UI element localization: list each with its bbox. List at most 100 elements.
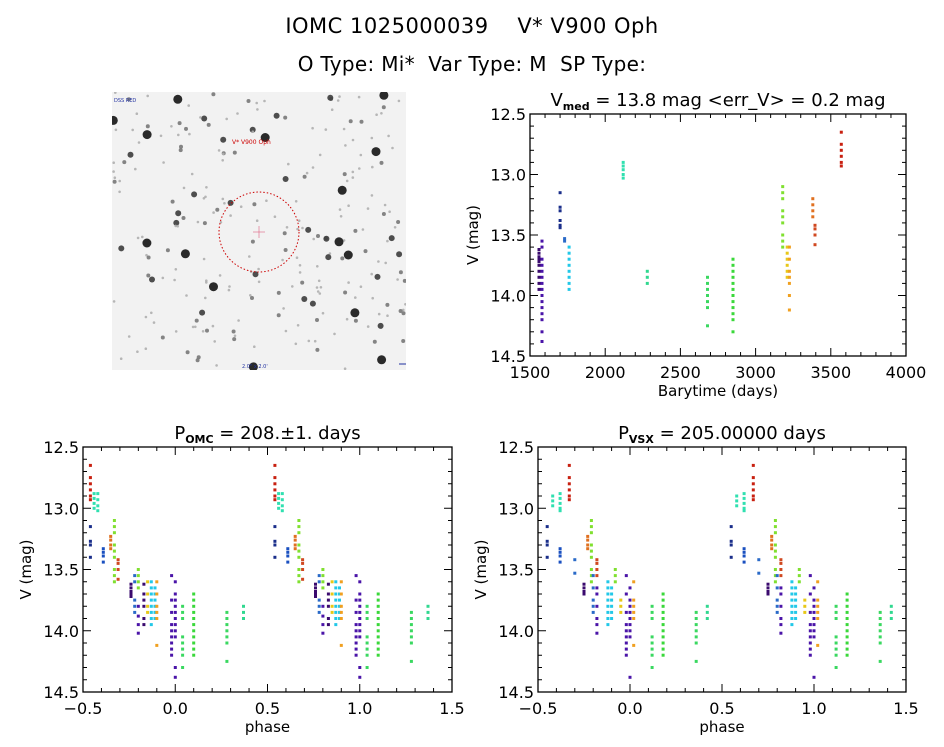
- data-point: [354, 623, 358, 627]
- data-point: [101, 560, 105, 564]
- data-point: [794, 610, 798, 614]
- x-tick-label: 0.5: [255, 699, 280, 718]
- data-point: [766, 592, 770, 596]
- data-point: [779, 604, 783, 608]
- data-point: [301, 577, 305, 581]
- data-point: [170, 574, 174, 578]
- data-point: [589, 580, 593, 584]
- star: [401, 311, 406, 316]
- star: [145, 124, 150, 129]
- data-point: [845, 592, 849, 596]
- star: [204, 296, 207, 300]
- data-point: [173, 666, 177, 669]
- star: [343, 367, 347, 370]
- data-point: [112, 580, 116, 584]
- data-point: [661, 604, 665, 608]
- star: [298, 264, 302, 267]
- data-point: [101, 547, 105, 551]
- data-point: [731, 275, 735, 279]
- data-point: [797, 568, 801, 571]
- star: [334, 237, 344, 247]
- data-point: [632, 580, 636, 584]
- data-point: [624, 574, 628, 578]
- data-point: [136, 580, 140, 584]
- data-point: [567, 488, 571, 492]
- star: [347, 204, 350, 207]
- data-point: [146, 592, 150, 596]
- data-point: [731, 312, 735, 316]
- data-point: [586, 538, 590, 542]
- data-point: [301, 558, 305, 562]
- target-circle: [218, 191, 300, 273]
- star: [313, 339, 317, 343]
- data-point: [242, 610, 245, 614]
- data-point: [731, 318, 735, 322]
- data-point: [790, 598, 794, 602]
- star: [338, 95, 341, 98]
- data-point: [567, 494, 571, 498]
- star: [359, 153, 363, 157]
- star: [282, 307, 285, 310]
- data-point: [845, 653, 849, 657]
- data-point: [586, 543, 590, 547]
- data-point: [812, 623, 816, 627]
- x-axis-label: phase: [699, 718, 744, 736]
- x-tick-label: −0.5: [64, 699, 103, 718]
- data-point: [595, 623, 599, 627]
- star: [180, 249, 190, 259]
- data-point: [591, 610, 595, 614]
- data-point: [558, 509, 562, 513]
- data-point: [812, 598, 816, 602]
- data-point: [321, 580, 325, 584]
- star: [386, 314, 389, 317]
- data-point: [181, 610, 185, 614]
- data-point: [326, 598, 330, 602]
- data-point: [225, 659, 229, 663]
- star: [170, 199, 175, 204]
- star: [256, 108, 259, 111]
- phase-omc-title: POMC = 208.±1. days: [174, 423, 360, 446]
- data-point: [540, 275, 544, 279]
- data-point: [376, 653, 380, 657]
- data-point: [314, 592, 317, 596]
- target-label: V* V900 Oph: [232, 139, 271, 146]
- star: [371, 296, 375, 300]
- data-point: [112, 519, 116, 522]
- data-point: [545, 543, 549, 547]
- y-tick-label: 13.5: [490, 226, 526, 245]
- y-axis-label: V (mag): [17, 539, 35, 599]
- data-point: [661, 623, 665, 627]
- data-point: [661, 635, 665, 639]
- data-point: [606, 592, 610, 596]
- data-point: [624, 592, 628, 596]
- star: [327, 94, 334, 101]
- star: [253, 345, 256, 348]
- star: [370, 194, 374, 197]
- data-point: [790, 623, 794, 627]
- data-point: [694, 610, 698, 614]
- data-point: [794, 592, 798, 596]
- y-tick-label: 13.0: [43, 499, 79, 518]
- data-point: [181, 666, 185, 669]
- data-point: [650, 666, 654, 669]
- data-point: [812, 675, 816, 679]
- data-point: [787, 269, 791, 273]
- data-point: [277, 501, 281, 505]
- data-point: [834, 647, 838, 651]
- data-point: [706, 275, 709, 279]
- data-point: [878, 629, 882, 633]
- star: [232, 150, 237, 155]
- data-point: [297, 525, 301, 529]
- data-point: [766, 586, 770, 590]
- star: [276, 290, 281, 295]
- data-point: [173, 629, 177, 633]
- data-point: [540, 318, 544, 322]
- y-tick-label: 14.5: [490, 347, 526, 366]
- data-point: [116, 558, 120, 562]
- data-point: [338, 604, 341, 608]
- data-point: [558, 550, 562, 554]
- data-point: [742, 492, 746, 496]
- star: [344, 144, 347, 147]
- star: [213, 340, 216, 343]
- data-point: [624, 610, 628, 614]
